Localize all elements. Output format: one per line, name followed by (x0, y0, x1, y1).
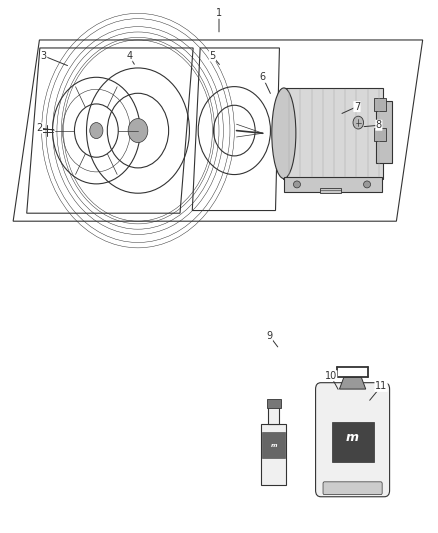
Polygon shape (339, 377, 366, 389)
Ellipse shape (128, 118, 148, 142)
Bar (262, 432, 285, 458)
Bar (332, 422, 374, 462)
Polygon shape (283, 88, 383, 179)
Polygon shape (320, 188, 341, 193)
Bar (268, 407, 279, 424)
Text: 1: 1 (216, 9, 222, 18)
Ellipse shape (293, 181, 300, 188)
Text: 9: 9 (266, 331, 272, 341)
Text: 7: 7 (354, 102, 360, 111)
Bar (374, 128, 386, 141)
Text: 5: 5 (209, 51, 215, 61)
Bar (261, 424, 286, 485)
Ellipse shape (272, 88, 296, 179)
FancyBboxPatch shape (315, 383, 390, 497)
Ellipse shape (364, 181, 371, 188)
Text: m: m (271, 442, 277, 448)
Text: 10: 10 (325, 371, 337, 381)
Text: 4: 4 (126, 51, 132, 61)
Bar (376, 101, 392, 163)
Bar (267, 399, 281, 408)
Bar (374, 98, 386, 111)
Ellipse shape (90, 123, 103, 139)
Text: 3: 3 (41, 51, 47, 61)
Text: 2: 2 (36, 123, 42, 133)
Text: 6: 6 (260, 72, 266, 82)
Text: 11: 11 (375, 382, 387, 391)
Text: m: m (346, 431, 359, 443)
FancyBboxPatch shape (323, 482, 382, 495)
Text: 8: 8 (376, 120, 382, 130)
Bar (284, 177, 382, 192)
Ellipse shape (353, 116, 364, 129)
